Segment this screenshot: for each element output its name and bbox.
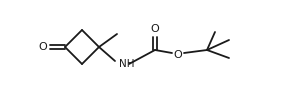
Text: O: O (151, 24, 159, 34)
Text: O: O (174, 50, 182, 60)
Text: O: O (39, 42, 47, 52)
Text: NH: NH (119, 59, 135, 69)
